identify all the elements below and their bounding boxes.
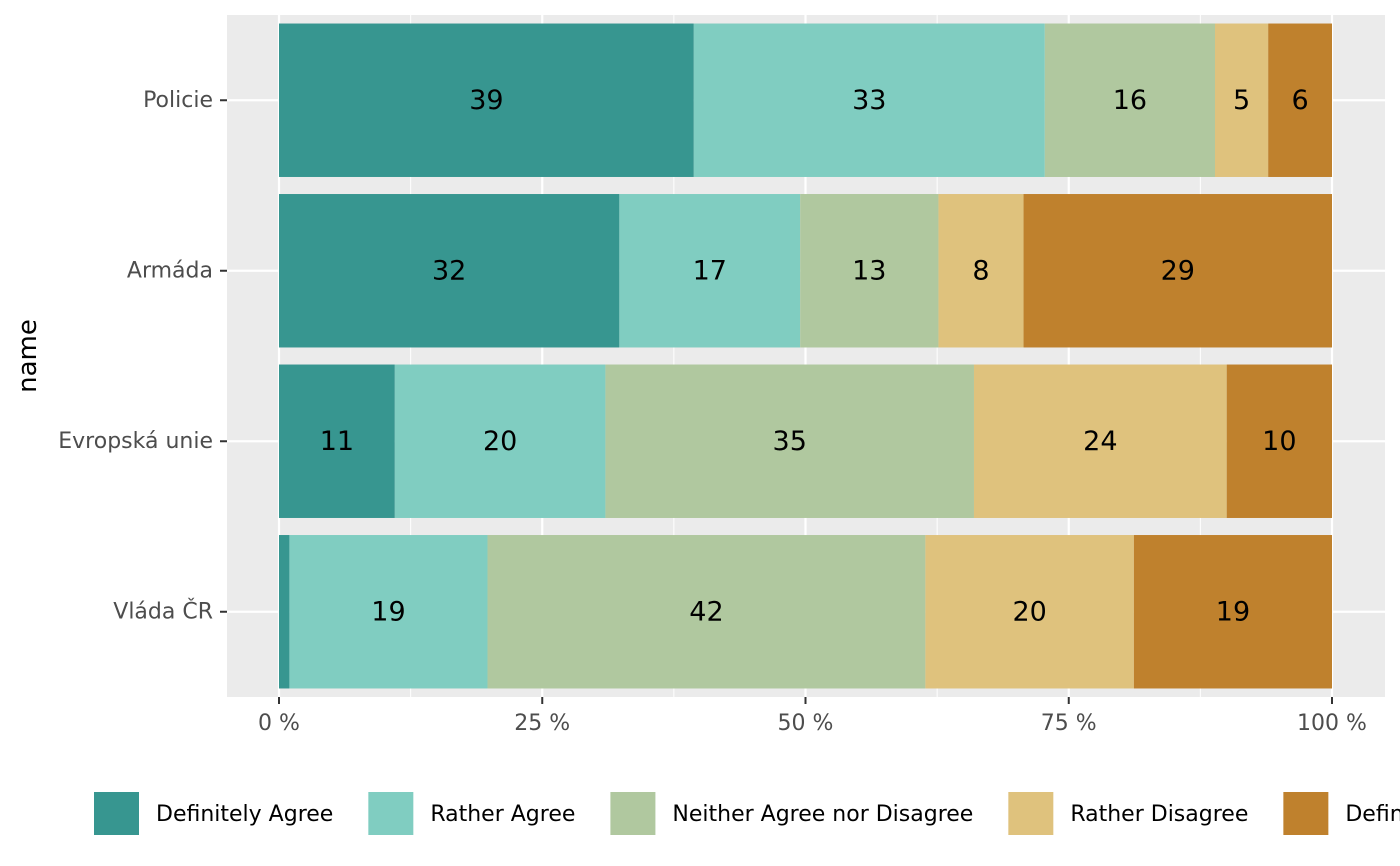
bar-segment-evropsk-unie-definitely-disagree [1226, 364, 1332, 518]
bar-segment-evropsk-unie-neither-agree-nor-disagree [605, 364, 974, 518]
bars [279, 23, 1332, 689]
bar-segment-policie-rather-agree [693, 23, 1045, 177]
legend-key [610, 792, 656, 835]
data-label: 24 [1083, 426, 1117, 457]
legend-key [94, 792, 139, 835]
bar-segment-arm-da-neither-agree-nor-disagree [800, 194, 939, 348]
x-tick-label: 50 % [778, 711, 834, 736]
legend-label: Definitely Disagree [1345, 802, 1400, 827]
legend: Definitely Agree Rather Agree Neither Agre… [94, 792, 1400, 835]
y-tick-label: Armáda [127, 258, 213, 283]
bar-segment-vl-da-r-definitely-disagree [1133, 535, 1332, 689]
y-axis-title: name [13, 319, 43, 393]
bar-segment-vl-da-r-rather-disagree [925, 535, 1134, 689]
data-label: 6 [1291, 85, 1308, 116]
bar-segment-arm-da-definitely-disagree [1023, 194, 1332, 348]
bar-segment-policie-definitely-disagree [1268, 23, 1332, 177]
data-label: 11 [320, 426, 354, 457]
data-label: 13 [852, 255, 886, 286]
data-label: 20 [1012, 596, 1046, 627]
x-tick-label: 25 % [514, 711, 570, 736]
bar-segment-policie-neither-agree-nor-disagree [1044, 23, 1215, 177]
data-label: 39 [469, 85, 503, 116]
data-label: 17 [693, 255, 727, 286]
legend-key [368, 792, 414, 835]
data-label: 16 [1113, 85, 1147, 116]
bar-segment-vl-da-r-definitely-agree [279, 535, 290, 689]
y-tick-label: Policie [143, 88, 213, 113]
x-axis: 0 % 25 % 50 % 75 % 100 % [258, 697, 1367, 736]
bar-segment-arm-da-definitely-agree [279, 194, 620, 348]
legend-key [1008, 792, 1054, 835]
legend-label: Neither Agree nor Disagree [672, 802, 973, 827]
data-label: 10 [1262, 426, 1296, 457]
bar-segment-policie-definitely-agree [279, 23, 694, 177]
x-tick-label: 75 % [1041, 711, 1097, 736]
legend-label: Definitely Agree [156, 802, 333, 827]
data-label: 5 [1233, 85, 1250, 116]
bar-segment-evropsk-unie-rather-agree [394, 364, 606, 518]
data-labels: 39 33 16 5 6 32 17 13 8 29 11 20 35 24 10 19 42 20 19 [320, 85, 1309, 628]
bar-segment-policie-rather-disagree [1215, 23, 1269, 177]
bar-segment-arm-da-rather-disagree [938, 194, 1024, 348]
data-label: 8 [972, 255, 989, 286]
data-label: 20 [483, 426, 517, 457]
bar-segment-evropsk-unie-rather-disagree [973, 364, 1227, 518]
data-label: 42 [689, 596, 723, 627]
data-label: 35 [773, 426, 807, 457]
data-label: 29 [1161, 255, 1195, 286]
legend-label: Rather Disagree [1070, 802, 1248, 827]
y-axis: Policie Armáda Evropská unie Vláda ČR [58, 88, 227, 624]
y-tick-label: Vláda ČR [113, 598, 213, 624]
data-label: 32 [432, 255, 466, 286]
legend-label: Rather Agree [430, 802, 575, 827]
y-tick-label: Evropská unie [58, 429, 213, 454]
legend-key [1283, 792, 1329, 835]
bar-segment-vl-da-r-rather-agree [289, 535, 488, 689]
data-label: 19 [371, 596, 405, 627]
x-tick-label: 100 % [1297, 711, 1367, 736]
bar-segment-evropsk-unie-definitely-agree [279, 364, 395, 518]
bar-segment-vl-da-r-neither-agree-nor-disagree [487, 535, 926, 689]
data-label: 19 [1216, 596, 1250, 627]
data-label: 33 [852, 85, 886, 116]
bar-segment-arm-da-rather-agree [619, 194, 801, 348]
x-tick-label: 0 % [258, 711, 300, 736]
